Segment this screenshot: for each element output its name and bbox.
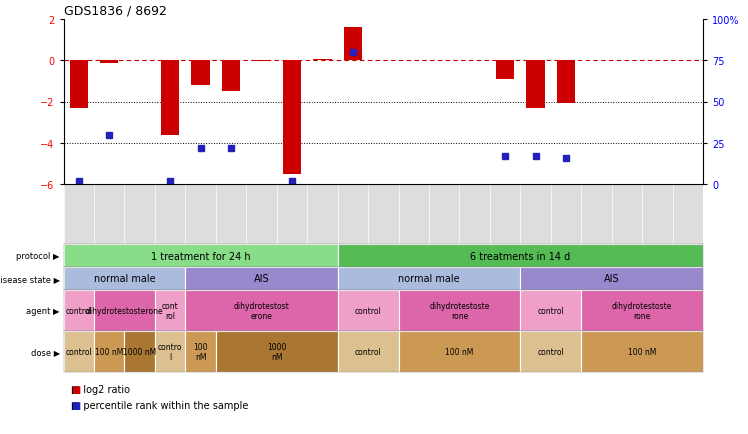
Text: ■ log2 ratio: ■ log2 ratio — [71, 385, 130, 395]
Bar — [399, 331, 521, 372]
Text: 100 nM: 100 nM — [445, 347, 473, 356]
Text: dihydrotestoste
rone: dihydrotestoste rone — [429, 302, 490, 320]
Bar — [94, 331, 124, 372]
Text: AIS: AIS — [604, 274, 619, 284]
Bar — [64, 244, 337, 267]
Text: 1000
nM: 1000 nM — [267, 342, 286, 361]
Text: ■: ■ — [71, 400, 80, 410]
Bar — [337, 244, 703, 267]
Text: control: control — [355, 306, 381, 315]
Text: dihydrotestoste
rone: dihydrotestoste rone — [612, 302, 672, 320]
Bar — [155, 290, 186, 331]
Text: 1000 nM: 1000 nM — [123, 347, 156, 356]
Bar — [252, 61, 271, 62]
Text: control: control — [538, 306, 564, 315]
Bar — [496, 61, 515, 79]
Bar — [581, 290, 703, 331]
Bar — [64, 290, 94, 331]
Text: ■: ■ — [71, 385, 80, 395]
Text: control: control — [538, 347, 564, 356]
Bar — [521, 290, 581, 331]
Bar — [186, 290, 337, 331]
Bar — [70, 61, 88, 108]
Bar — [521, 267, 703, 290]
Bar — [521, 331, 581, 372]
Bar — [283, 61, 301, 174]
Bar — [557, 61, 575, 103]
Bar — [161, 61, 180, 135]
Text: dihydrotestosterone: dihydrotestosterone — [86, 306, 163, 315]
Text: cont
rol: cont rol — [162, 302, 179, 320]
Bar — [313, 60, 331, 61]
Text: ■ percentile rank within the sample: ■ percentile rank within the sample — [71, 400, 248, 410]
Text: control: control — [65, 347, 92, 356]
Bar — [581, 331, 703, 372]
Bar — [337, 290, 399, 331]
Bar — [344, 28, 362, 61]
Text: normal male: normal male — [94, 274, 156, 284]
Text: agent ▶: agent ▶ — [26, 306, 60, 315]
Bar — [216, 331, 337, 372]
Text: 100 nM: 100 nM — [95, 347, 123, 356]
Bar — [337, 267, 521, 290]
Text: GDS1836 / 8692: GDS1836 / 8692 — [64, 5, 167, 18]
Text: contro
l: contro l — [158, 342, 183, 361]
Text: 100 nM: 100 nM — [628, 347, 657, 356]
Text: protocol ▶: protocol ▶ — [16, 251, 60, 260]
Text: control: control — [65, 306, 92, 315]
Text: 100
nM: 100 nM — [194, 342, 208, 361]
Text: normal male: normal male — [398, 274, 460, 284]
Bar — [186, 267, 337, 290]
Bar — [399, 290, 521, 331]
Bar — [94, 290, 155, 331]
Text: control: control — [355, 347, 381, 356]
Bar — [124, 331, 155, 372]
Bar — [527, 61, 545, 108]
Text: 6 treatments in 14 d: 6 treatments in 14 d — [470, 251, 571, 261]
Text: AIS: AIS — [254, 274, 269, 284]
Bar — [337, 331, 399, 372]
Bar — [186, 331, 216, 372]
Text: 1 treatment for 24 h: 1 treatment for 24 h — [151, 251, 251, 261]
Bar — [100, 61, 118, 64]
Text: disease state ▶: disease state ▶ — [0, 274, 60, 283]
Bar — [155, 331, 186, 372]
Bar — [191, 61, 209, 86]
Bar — [222, 61, 240, 92]
Bar — [64, 267, 186, 290]
Bar — [64, 331, 94, 372]
Text: dihydrotestost
erone: dihydrotestost erone — [233, 302, 289, 320]
Text: dose ▶: dose ▶ — [31, 347, 60, 356]
